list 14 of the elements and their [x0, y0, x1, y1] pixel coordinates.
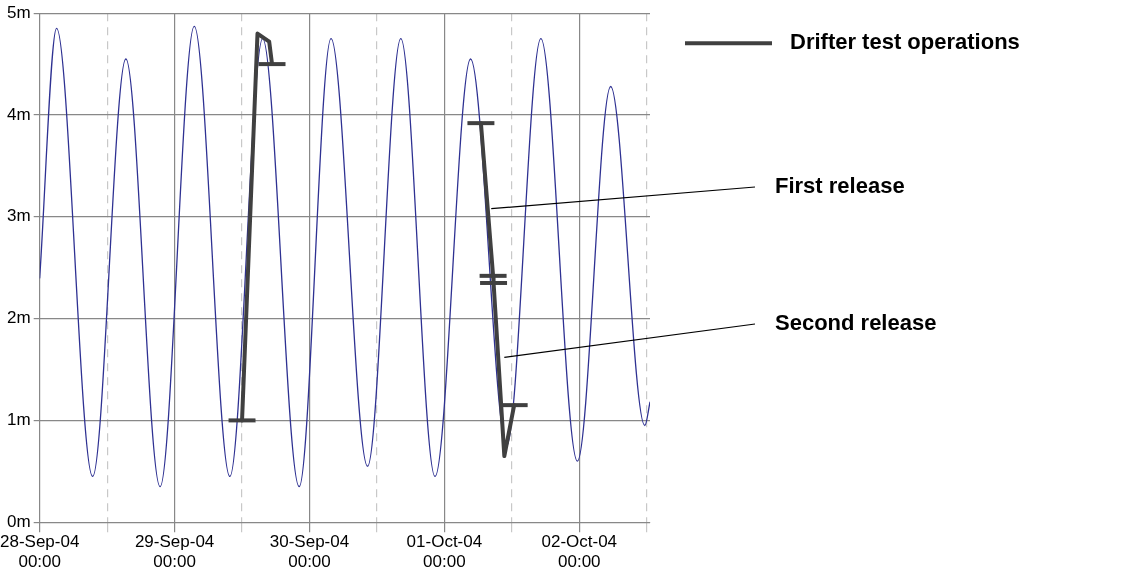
y-tick-label: 3m [7, 206, 31, 226]
y-tick-label: 1m [7, 410, 31, 430]
x-tick-label: 29-Sep-04 00:00 [134, 532, 215, 572]
x-tick-label: 01-Oct-04 00:00 [406, 532, 483, 572]
y-tick-label: 2m [7, 308, 31, 328]
y-tick-label: 0m [7, 511, 31, 531]
x-tick-label: 28-Sep-04 00:00 [0, 532, 80, 572]
x-tick-label: 30-Sep-04 00:00 [269, 532, 350, 572]
y-tick-label: 5m [7, 2, 31, 22]
y-tick-label: 4m [7, 104, 31, 124]
x-tick-label: 02-Oct-04 00:00 [541, 532, 618, 572]
annotation: Second release [775, 310, 937, 336]
legend-label: Drifter test operations [790, 29, 1020, 55]
annotation: First release [775, 173, 905, 199]
